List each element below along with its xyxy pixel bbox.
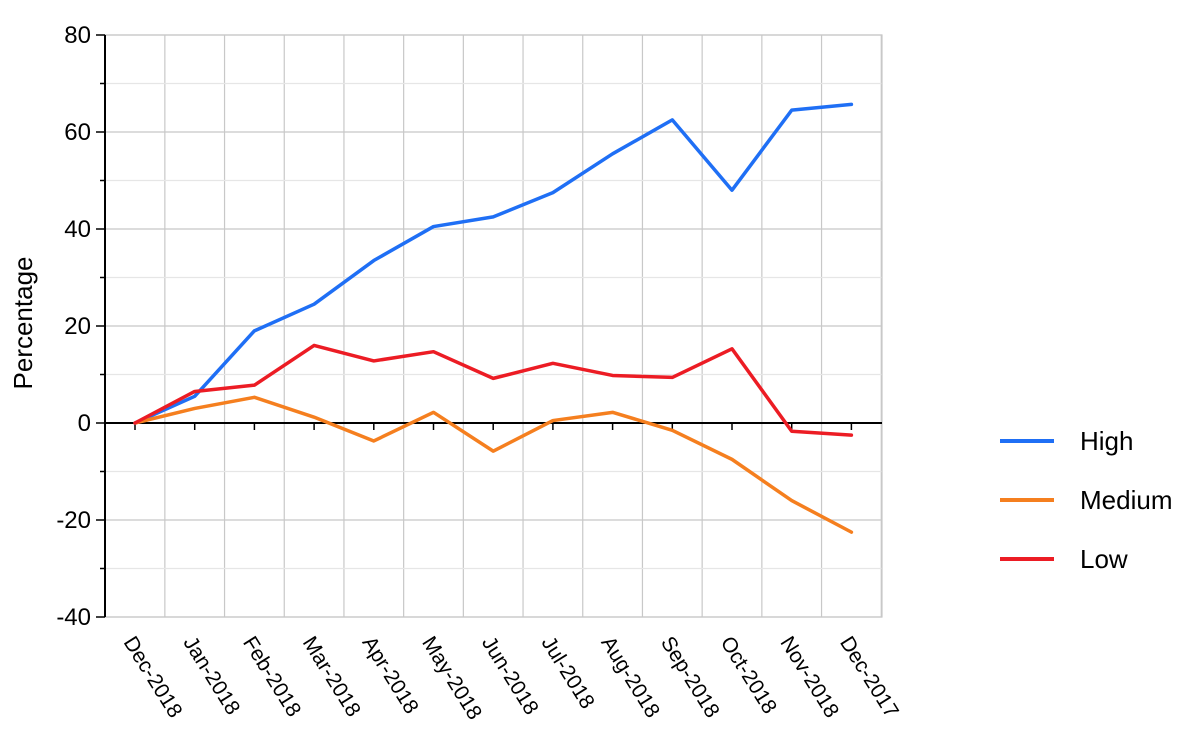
x-tick-label: Jan-2018 <box>178 632 244 718</box>
legend-item-medium: Medium <box>1000 485 1172 515</box>
series-line-low <box>133 343 854 437</box>
y-tick-label: -40 <box>56 604 91 631</box>
legend-label: Low <box>1080 544 1128 574</box>
x-tick-label: Dec-2017 <box>835 632 903 721</box>
x-tick-label: Mar-2018 <box>298 632 365 720</box>
grid <box>104 34 883 618</box>
series-line-medium <box>133 395 854 534</box>
x-tick-label: Dec-2018 <box>119 632 187 721</box>
x-tick-label: Nov-2018 <box>775 632 843 721</box>
y-tick-label: 0 <box>78 410 91 437</box>
y-axis-title: Percentage <box>8 257 38 390</box>
x-tick-label: Aug-2018 <box>596 632 664 721</box>
x-tick-label: Sep-2018 <box>656 632 724 721</box>
x-tick-label: May-2018 <box>417 632 486 723</box>
series-lines <box>133 102 854 534</box>
x-tick-label: Oct-2018 <box>716 632 781 717</box>
y-tick-label: 40 <box>64 216 91 243</box>
x-axis-ticks: Dec-2018Jan-2018Feb-2018Mar-2018Apr-2018… <box>119 632 903 723</box>
x-tick-label: Jun-2018 <box>477 632 543 718</box>
y-tick-label: 60 <box>64 119 91 146</box>
legend-label: Medium <box>1080 485 1172 515</box>
y-tick-label: -20 <box>56 507 91 534</box>
legend-label: High <box>1080 426 1133 456</box>
x-tick-label: Apr-2018 <box>358 632 423 717</box>
x-tick-label: Jul-2018 <box>537 632 599 713</box>
x-tick-label: Feb-2018 <box>238 632 305 720</box>
y-tick-label: 80 <box>64 22 91 49</box>
legend-item-low: Low <box>1000 544 1128 574</box>
y-tick-label: 20 <box>64 313 91 340</box>
series-line-high <box>133 102 854 425</box>
y-axis-ticks: 80 60 40 20 0 -20 -40 <box>56 22 91 631</box>
axes <box>96 34 882 618</box>
legend-item-high: High <box>1000 426 1133 456</box>
legend: High Medium Low <box>1000 426 1172 574</box>
